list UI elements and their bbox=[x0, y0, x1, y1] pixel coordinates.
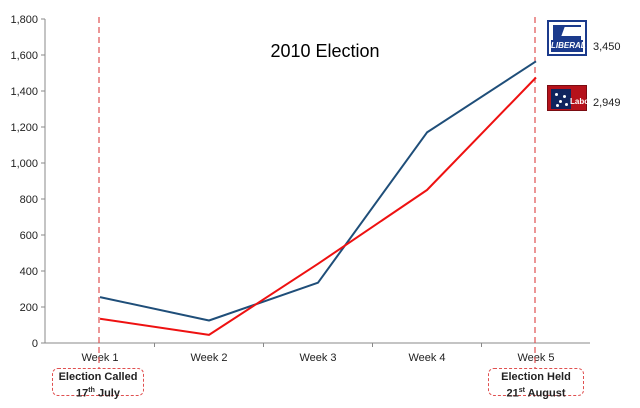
liberal-swoosh-icon bbox=[561, 27, 585, 36]
y-tick-label: 1,000 bbox=[10, 158, 38, 170]
y-tick-label: 0 bbox=[32, 338, 38, 350]
liberal-logo-text: LIBERAL bbox=[551, 40, 586, 52]
labor-logo: Labor bbox=[547, 85, 592, 111]
labor-logo-text: Labor bbox=[570, 97, 593, 106]
event-lines bbox=[98, 17, 536, 370]
x-tick-label: Week 5 bbox=[517, 352, 554, 364]
chart-title: 2010 Election bbox=[270, 41, 379, 61]
series-line-liberal bbox=[99, 60, 537, 322]
x-tick-label: Week 4 bbox=[408, 352, 445, 364]
y-tick-label: 1,800 bbox=[10, 14, 38, 26]
event-called-box: Election Called 17th July bbox=[52, 368, 144, 400]
y-tick-label: 600 bbox=[20, 230, 38, 242]
y-tick-label: 200 bbox=[20, 302, 38, 314]
event-held-label: Election Held bbox=[501, 371, 571, 383]
y-tick-label: 1,200 bbox=[10, 122, 38, 134]
liberal-logo: LIBERAL bbox=[547, 20, 587, 56]
x-tick-label: Week 2 bbox=[190, 352, 227, 364]
labor-total: 2,949 bbox=[593, 97, 621, 109]
x-axis: Week 1 Week 2 Week 3 Week 4 Week 5 bbox=[45, 342, 590, 364]
y-tick-label: 1,600 bbox=[10, 50, 38, 62]
y-axis: 0 200 400 600 800 1,000 1,200 1,400 1,600 1,800 bbox=[10, 14, 46, 350]
liberal-total: 3,450 bbox=[593, 41, 621, 53]
y-tick-label: 400 bbox=[20, 266, 38, 278]
event-called-date: 17th July bbox=[76, 387, 120, 400]
y-tick-label: 800 bbox=[20, 194, 38, 206]
series-lines bbox=[99, 60, 537, 336]
x-tick-label: Week 3 bbox=[299, 352, 336, 364]
event-called-label: Election Called bbox=[58, 371, 138, 383]
x-tick-label: Week 1 bbox=[81, 352, 118, 364]
event-held-box: Election Held 21st August bbox=[488, 368, 584, 400]
y-tick-label: 1,400 bbox=[10, 86, 38, 98]
series-line-labor bbox=[99, 76, 537, 336]
event-held-date: 21st August bbox=[506, 387, 566, 400]
labor-flag-icon bbox=[551, 89, 571, 109]
